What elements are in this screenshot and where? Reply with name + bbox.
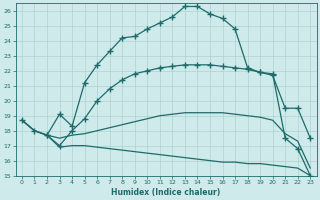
X-axis label: Humidex (Indice chaleur): Humidex (Indice chaleur) <box>111 188 221 197</box>
